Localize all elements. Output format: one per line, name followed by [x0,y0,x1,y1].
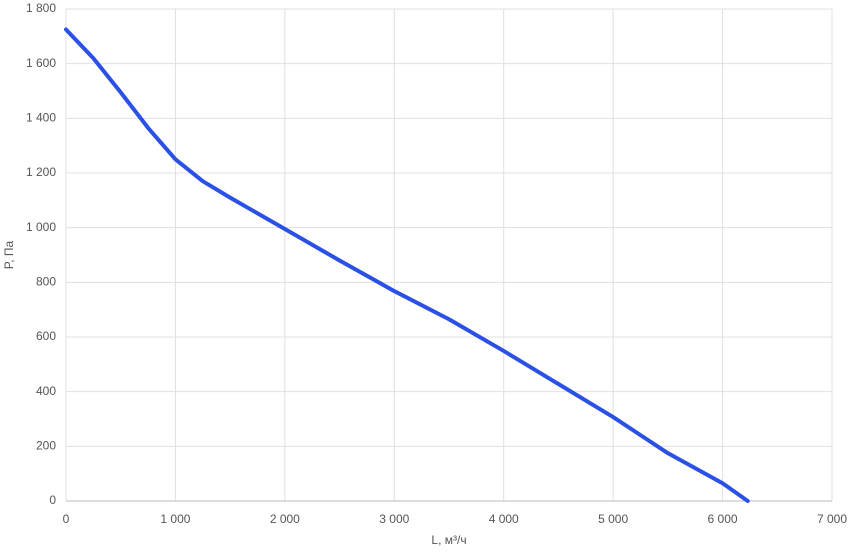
x-tick-label: 0 [63,512,70,526]
x-tick-label: 7 000 [817,512,847,526]
y-tick-label: 1 200 [26,165,56,179]
x-tick-label: 5 000 [598,512,628,526]
y-tick-label: 600 [36,329,56,343]
y-tick-label: 1 400 [26,111,56,125]
x-tick-label: 4 000 [489,512,519,526]
data-line [64,27,750,503]
y-tick-label: 400 [36,384,56,398]
y-tick-label: 0 [49,493,56,507]
x-axis-title: L, м³/ч [431,533,466,547]
y-tick-label: 800 [36,275,56,289]
y-tick-label: 1 800 [26,1,56,15]
x-tick-label: 2 000 [270,512,300,526]
y-axis-title: P, Па [2,240,16,269]
x-tick-label: 3 000 [379,512,409,526]
x-tick-label: 1 000 [160,512,190,526]
x-tick-label: 6 000 [708,512,738,526]
y-tick-label: 1 000 [26,220,56,234]
y-tick-label: 1 600 [26,56,56,70]
y-tick-label: 200 [36,439,56,453]
